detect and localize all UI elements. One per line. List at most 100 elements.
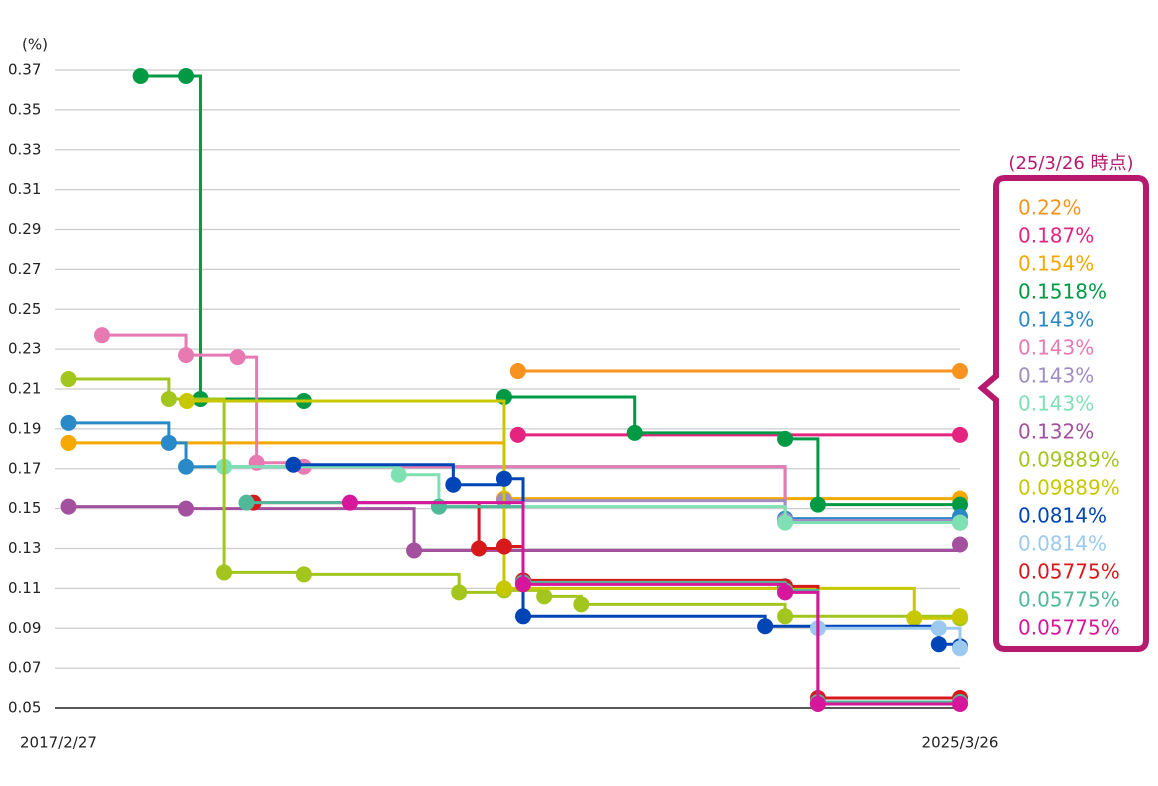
series-line xyxy=(140,74,960,507)
point xyxy=(757,618,774,635)
point xyxy=(930,636,947,653)
legend-entry: 0.187% xyxy=(1018,224,1094,248)
y-tick-label: 0.37 xyxy=(8,61,41,79)
point xyxy=(514,608,531,625)
series-line xyxy=(293,463,962,647)
point xyxy=(178,458,195,475)
y-tick-label: 0.33 xyxy=(8,140,41,158)
point xyxy=(514,576,531,593)
point xyxy=(178,67,195,84)
point xyxy=(952,426,968,443)
legend-entry: 0.0814% xyxy=(1018,504,1107,528)
point xyxy=(178,500,195,517)
legend-entry: 0.143% xyxy=(1018,364,1094,388)
y-unit: (%) xyxy=(22,36,48,54)
y-tick-label: 0.19 xyxy=(8,419,41,437)
point xyxy=(160,434,177,451)
point xyxy=(573,596,590,613)
point xyxy=(451,584,468,601)
point xyxy=(509,426,526,443)
series-line xyxy=(224,465,960,525)
point xyxy=(93,327,110,344)
point xyxy=(495,470,512,487)
point xyxy=(60,414,77,431)
point xyxy=(952,536,968,553)
legend-entry: 0.0814% xyxy=(1018,532,1107,556)
point xyxy=(160,390,177,407)
x-tick-label: 2025/3/26 xyxy=(922,734,999,752)
point xyxy=(777,608,794,625)
point xyxy=(406,542,423,559)
point xyxy=(509,363,526,380)
point xyxy=(216,564,233,581)
series-line xyxy=(68,441,960,501)
y-tick-label: 0.23 xyxy=(8,340,41,358)
point xyxy=(445,476,462,493)
point xyxy=(229,349,246,366)
point xyxy=(777,514,794,531)
point xyxy=(536,588,553,605)
y-tick-label: 0.11 xyxy=(8,579,41,597)
point xyxy=(777,584,794,601)
point xyxy=(952,608,968,625)
legend-entry: 0.05775% xyxy=(1018,588,1120,612)
legend-entry: 0.05775% xyxy=(1018,616,1120,640)
point xyxy=(430,498,447,515)
point xyxy=(390,466,407,483)
y-tick-label: 0.15 xyxy=(8,499,41,517)
point xyxy=(952,363,968,380)
series-line xyxy=(817,626,962,649)
point xyxy=(495,538,512,555)
point xyxy=(952,496,968,513)
legend-entry: 0.143% xyxy=(1018,336,1094,360)
point xyxy=(626,424,643,441)
point xyxy=(178,347,195,364)
series-line xyxy=(68,505,962,552)
point xyxy=(285,456,302,473)
point xyxy=(809,696,826,713)
point xyxy=(777,430,794,447)
point xyxy=(930,620,947,637)
y-tick-label: 0.05 xyxy=(8,699,41,717)
y-tick-label: 0.21 xyxy=(8,380,41,398)
point xyxy=(952,696,968,713)
y-tick-label: 0.27 xyxy=(8,260,41,278)
x-tick-label: 2017/2/27 xyxy=(20,734,97,752)
series-line xyxy=(246,501,960,704)
point xyxy=(238,494,255,511)
point xyxy=(809,496,826,513)
point xyxy=(132,67,149,84)
legend-entry: 0.143% xyxy=(1018,392,1094,416)
legend-entry: 0.1518% xyxy=(1018,280,1107,304)
point xyxy=(248,454,265,471)
point xyxy=(471,540,488,557)
point xyxy=(178,392,195,409)
point xyxy=(952,514,968,531)
y-tick-label: 0.07 xyxy=(8,659,41,677)
y-tick-label: 0.25 xyxy=(8,300,41,318)
point xyxy=(341,494,358,511)
point xyxy=(60,498,77,515)
y-tick-label: 0.29 xyxy=(8,220,41,238)
point xyxy=(495,580,512,597)
point xyxy=(906,610,923,627)
y-tick-label: 0.09 xyxy=(8,619,41,637)
legend-entry: 0.09889% xyxy=(1018,476,1120,500)
legend-entry: 0.154% xyxy=(1018,252,1094,276)
point xyxy=(295,566,312,583)
legend-entry: 0.132% xyxy=(1018,420,1094,444)
y-tick-label: 0.13 xyxy=(8,539,41,557)
legend-entry: 0.22% xyxy=(1018,196,1082,220)
point xyxy=(60,434,77,451)
legend-entry: 0.05775% xyxy=(1018,560,1120,584)
legend-title: (25/3/26 時点) xyxy=(1008,153,1133,174)
point xyxy=(60,371,77,388)
legend-entry: 0.09889% xyxy=(1018,448,1120,472)
legend-entry: 0.143% xyxy=(1018,308,1094,332)
y-tick-label: 0.17 xyxy=(8,459,41,477)
legend-box xyxy=(977,175,1149,652)
y-tick-label: 0.31 xyxy=(8,180,41,198)
point xyxy=(952,640,968,657)
y-tick-label: 0.35 xyxy=(8,100,41,118)
